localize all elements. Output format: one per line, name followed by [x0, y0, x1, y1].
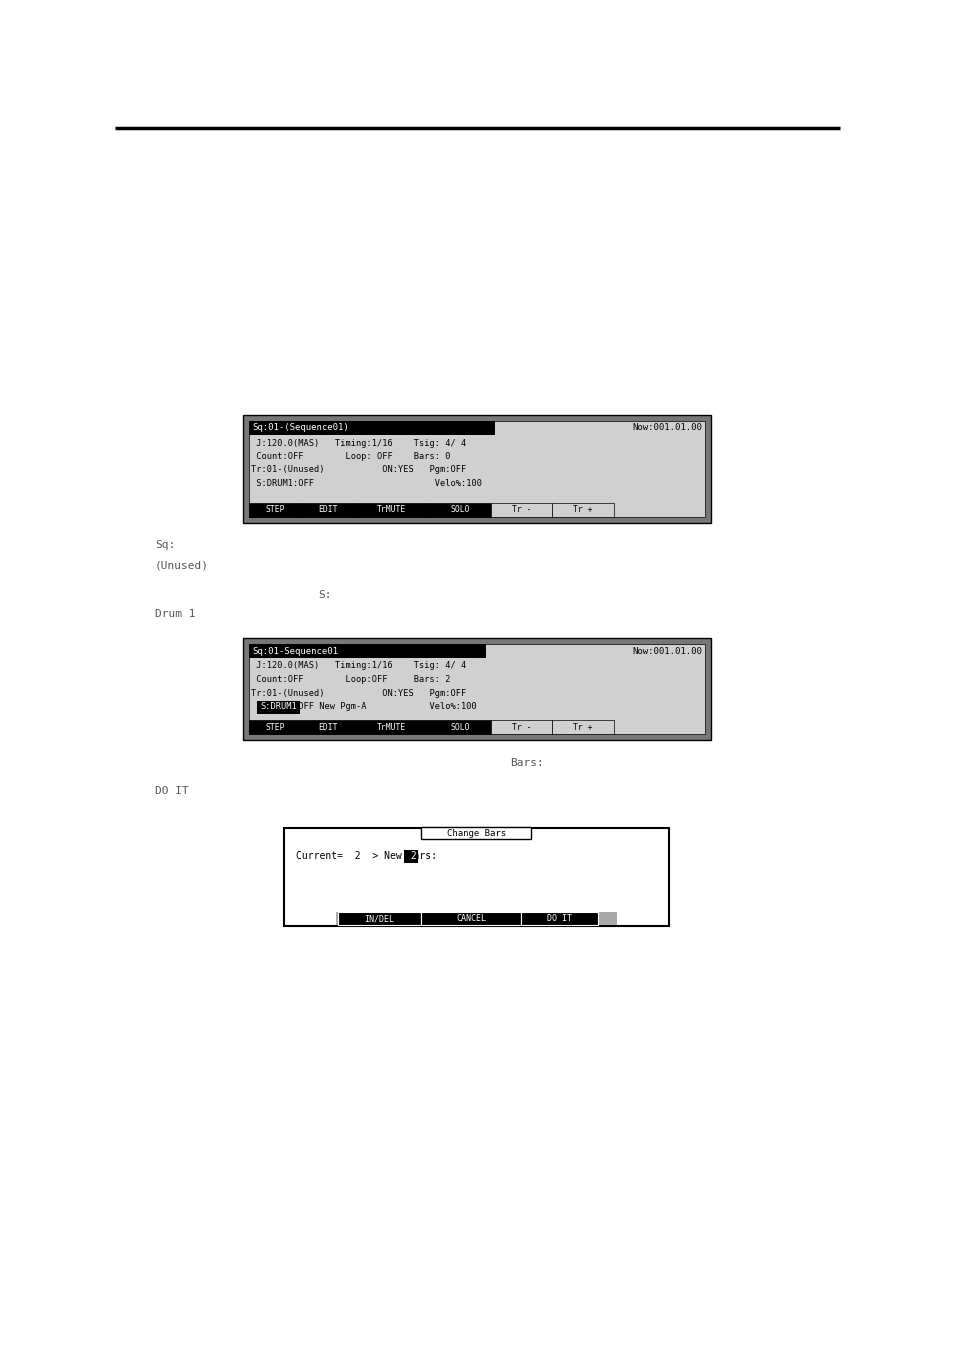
- Bar: [249, 644, 486, 658]
- Bar: [249, 422, 495, 435]
- Text: DO IT: DO IT: [154, 786, 189, 796]
- Text: S:DRUM1: S:DRUM1: [260, 703, 296, 711]
- Bar: [249, 644, 704, 734]
- Bar: [403, 850, 417, 863]
- Bar: [249, 422, 704, 517]
- Text: Bars:: Bars:: [510, 758, 543, 767]
- Bar: [429, 503, 490, 517]
- Text: 2: 2: [405, 851, 416, 861]
- Text: STEP: STEP: [265, 723, 285, 731]
- Text: EDIT: EDIT: [317, 505, 337, 515]
- Text: Tr -: Tr -: [511, 723, 531, 731]
- Bar: [249, 720, 301, 734]
- Text: J:120.0(MAS)   Timing:1/16    Tsig: 4/ 4: J:120.0(MAS) Timing:1/16 Tsig: 4/ 4: [251, 662, 466, 670]
- Text: Change Bars: Change Bars: [446, 828, 505, 838]
- Bar: [520, 912, 598, 925]
- Text: Drum 1: Drum 1: [154, 609, 195, 619]
- Text: J:120.0(MAS)   Timing:1/16    Tsig: 4/ 4: J:120.0(MAS) Timing:1/16 Tsig: 4/ 4: [251, 439, 466, 447]
- Text: Sq:01-Sequence01: Sq:01-Sequence01: [252, 647, 337, 655]
- Text: Sq:01-(Sequence01): Sq:01-(Sequence01): [252, 423, 349, 432]
- Bar: [429, 720, 490, 734]
- Bar: [354, 720, 429, 734]
- Bar: [249, 503, 301, 517]
- Bar: [243, 638, 710, 740]
- Text: SOLO: SOLO: [450, 505, 469, 515]
- Bar: [243, 415, 710, 523]
- Bar: [301, 720, 354, 734]
- Text: TrMUTE: TrMUTE: [376, 505, 406, 515]
- Bar: [420, 912, 520, 925]
- Bar: [301, 503, 354, 517]
- Text: Current=  2  > New bars:: Current= 2 > New bars:: [295, 851, 436, 861]
- Text: Now:001.01.00: Now:001.01.00: [632, 647, 701, 655]
- Text: Tr:01-(Unused)           ON:YES   Pgm:OFF: Tr:01-(Unused) ON:YES Pgm:OFF: [251, 689, 466, 697]
- Text: Sq:: Sq:: [154, 540, 175, 550]
- Bar: [335, 912, 617, 925]
- Text: SOLO: SOLO: [450, 723, 469, 731]
- Text: IN/DEL: IN/DEL: [364, 915, 395, 923]
- Text: Now:001.01.00: Now:001.01.00: [632, 423, 701, 432]
- Bar: [256, 701, 299, 713]
- Bar: [552, 503, 613, 517]
- Bar: [490, 503, 552, 517]
- Bar: [284, 828, 668, 925]
- Text: S:DRUM1:OFF New Pgm-A            Velo%:100: S:DRUM1:OFF New Pgm-A Velo%:100: [251, 703, 476, 711]
- Text: S:DRUM1:OFF                       Velo%:100: S:DRUM1:OFF Velo%:100: [251, 480, 481, 488]
- Text: EDIT: EDIT: [317, 723, 337, 731]
- Text: Tr +: Tr +: [573, 723, 592, 731]
- Text: STEP: STEP: [265, 505, 285, 515]
- Bar: [337, 912, 420, 925]
- Bar: [490, 720, 552, 734]
- Text: Tr +: Tr +: [573, 505, 592, 515]
- Text: Count:OFF        Loop:OFF     Bars: 2: Count:OFF Loop:OFF Bars: 2: [251, 676, 450, 684]
- Text: Tr -: Tr -: [511, 505, 531, 515]
- Text: CANCEL: CANCEL: [456, 915, 485, 923]
- Bar: [421, 827, 531, 839]
- Text: (Unused): (Unused): [154, 561, 209, 570]
- Text: TrMUTE: TrMUTE: [376, 723, 406, 731]
- Bar: [552, 720, 613, 734]
- Text: DO IT: DO IT: [547, 915, 572, 923]
- Text: Count:OFF        Loop: OFF    Bars: 0: Count:OFF Loop: OFF Bars: 0: [251, 453, 450, 461]
- Text: Tr:01-(Unused)           ON:YES   Pgm:OFF: Tr:01-(Unused) ON:YES Pgm:OFF: [251, 466, 466, 474]
- Text: S:: S:: [317, 590, 331, 600]
- Bar: [354, 503, 429, 517]
